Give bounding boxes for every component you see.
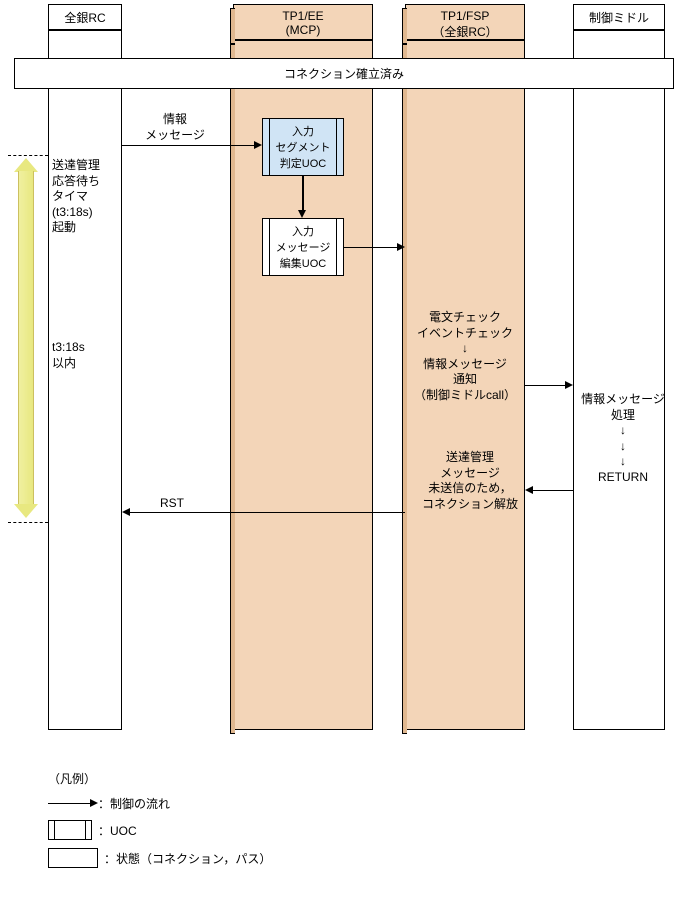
arrow-notify [525, 385, 565, 386]
legend: （凡例） ：制御の流れ ：UOC ：状態（コネクション，パス） [48, 770, 271, 876]
lane-title-l1: TP1/EE [282, 9, 323, 23]
lane-title-l2: (MCP) [286, 23, 321, 37]
legend-state-icon [48, 848, 98, 868]
legend-uoc-icon [48, 820, 92, 840]
lane-title-l2: （全銀RC） [432, 25, 497, 39]
lane-body-middle [573, 30, 665, 730]
arrow-uoc2-fsp-head [397, 243, 405, 251]
check-notify-label: 電文チェック イベントチェック ↓ 情報メッセージ 通知 （制御ミドルcall） [408, 310, 522, 404]
arrow-uoc1-uoc2 [302, 176, 304, 210]
arrow-rst [130, 512, 405, 513]
arrow-uoc2-fsp [344, 247, 397, 248]
lane-header-tp1fsp: TP1/FSP （全銀RC） [405, 4, 525, 40]
arrow-info-msg-head [254, 141, 262, 149]
arrow-rst-head [122, 508, 130, 516]
legend-arrow-icon [48, 799, 98, 809]
legend-flow-label: ：制御の流れ [98, 795, 170, 812]
lane-header-middle: 制御ミドル [573, 4, 665, 30]
lane-title-l1: TP1/FSP [441, 9, 490, 23]
lane-title: 制御ミドル [589, 11, 649, 25]
middle-processing-label: 情報メッセージ 処理 ↓ ↓ ↓ RETURN [573, 392, 673, 486]
timer-within-label: t3:18s 以内 [52, 340, 85, 371]
arrow-return [533, 490, 573, 491]
dashed-bottom [8, 522, 48, 523]
arrow-return-head [525, 486, 533, 494]
lane-header-tp1ee: TP1/EE (MCP) [233, 4, 373, 40]
timer-start-label: 送達管理 応答待ち タイマ (t3:18s) 起動 [52, 158, 100, 236]
arrow-info-msg [122, 145, 254, 146]
lane-header-zengin: 全銀RC [48, 4, 122, 30]
input-message-edit-uoc: 入力 メッセージ 編集UOC [262, 218, 344, 276]
lane-title: 全銀RC [64, 11, 105, 25]
connection-established-state: コネクション確立済み [14, 58, 674, 89]
timer-arrow [14, 158, 38, 518]
legend-uoc-label: ：UOC [98, 822, 137, 839]
lane-body-zengin [48, 30, 122, 730]
state-label: コネクション確立済み [284, 67, 404, 81]
legend-state-label: ：状態（コネクション，パス） [104, 850, 271, 867]
release-label: 送達管理 メッセージ 未送信のため， コネクション解放 [415, 450, 525, 512]
dashed-top [8, 155, 48, 156]
arrow-notify-head [565, 381, 573, 389]
input-segment-uoc: 入力 セグメント 判定UOC [262, 118, 344, 176]
sequence-diagram: 全銀RC TP1/EE (MCP) TP1/FSP （全銀RC） 制御ミドル コ… [0, 0, 684, 911]
info-message-label: 情報 メッセージ [135, 112, 215, 143]
rst-label: RST [160, 496, 184, 512]
arrow-uoc1-uoc2-head [298, 210, 306, 218]
legend-title: （凡例） [48, 770, 96, 787]
